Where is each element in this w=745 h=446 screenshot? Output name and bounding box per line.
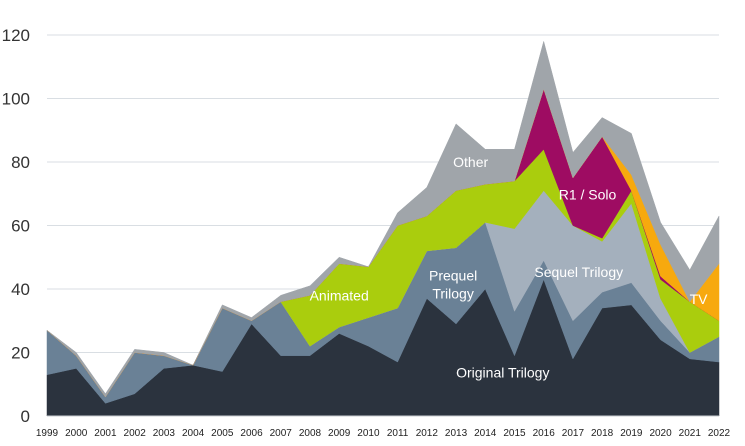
y-tick-label-100: 100 bbox=[2, 90, 30, 109]
x-tick-label-2011: 2011 bbox=[387, 428, 409, 439]
x-tick-label-2001: 2001 bbox=[94, 428, 117, 439]
x-tick-label-2012: 2012 bbox=[416, 428, 439, 439]
x-tick-label-2014: 2014 bbox=[474, 428, 497, 439]
x-tick-label-2018: 2018 bbox=[591, 428, 614, 439]
x-tick-label-2000: 2000 bbox=[65, 428, 88, 439]
x-tick-label-2008: 2008 bbox=[299, 428, 322, 439]
series-label-sequel-trilogy: Sequel Trilogy bbox=[534, 264, 623, 280]
x-tick-label-2003: 2003 bbox=[153, 428, 176, 439]
series-label-prequel-trilogy: Prequel Trilogy bbox=[429, 268, 477, 302]
y-tick-label-60: 60 bbox=[11, 217, 30, 236]
x-tick-label-2013: 2013 bbox=[445, 428, 468, 439]
x-tick-label-2005: 2005 bbox=[211, 428, 234, 439]
series-labels: Original Trilogy Prequel Trilogy Sequel Tri… bbox=[310, 154, 709, 381]
y-tick-label-120: 120 bbox=[2, 26, 30, 45]
x-tick-label-1999: 1999 bbox=[36, 428, 59, 439]
x-tick-label-2009: 2009 bbox=[328, 428, 351, 439]
x-axis: 1999 2000 2001 2002 2003 2004 2005 2006 2007 2008… bbox=[36, 415, 731, 439]
series-areas bbox=[46, 40, 720, 417]
x-tick-label-2020: 2020 bbox=[649, 428, 672, 439]
x-tick-label-2019: 2019 bbox=[620, 428, 643, 439]
area-other bbox=[46, 40, 720, 398]
series-label-tv: TV bbox=[690, 291, 709, 307]
series-label-other: Other bbox=[453, 154, 488, 170]
series-label-original-trilogy: Original Trilogy bbox=[456, 365, 549, 381]
x-tick-label-2017: 2017 bbox=[562, 428, 585, 439]
y-axis: 0 20 40 60 80 100 120 bbox=[2, 26, 30, 426]
y-tick-label-0: 0 bbox=[21, 407, 30, 426]
x-tick-label-2015: 2015 bbox=[503, 428, 526, 439]
x-tick-label-2006: 2006 bbox=[240, 428, 263, 439]
y-tick-label-80: 80 bbox=[11, 153, 30, 172]
series-label-animated: Animated bbox=[310, 287, 369, 303]
x-tick-label-2022: 2022 bbox=[708, 428, 731, 439]
x-tick-label-2021: 2021 bbox=[679, 428, 702, 439]
y-tick-label-20: 20 bbox=[11, 344, 30, 363]
x-tick-label-2007: 2007 bbox=[270, 428, 293, 439]
x-tick-label-2016: 2016 bbox=[533, 428, 556, 439]
x-tick-label-2002: 2002 bbox=[124, 428, 147, 439]
x-tick-label-2010: 2010 bbox=[357, 428, 380, 439]
x-tick-label-2004: 2004 bbox=[182, 428, 205, 439]
y-tick-label-40: 40 bbox=[11, 280, 30, 299]
series-label-r1-solo: R1 / Solo bbox=[559, 187, 617, 203]
